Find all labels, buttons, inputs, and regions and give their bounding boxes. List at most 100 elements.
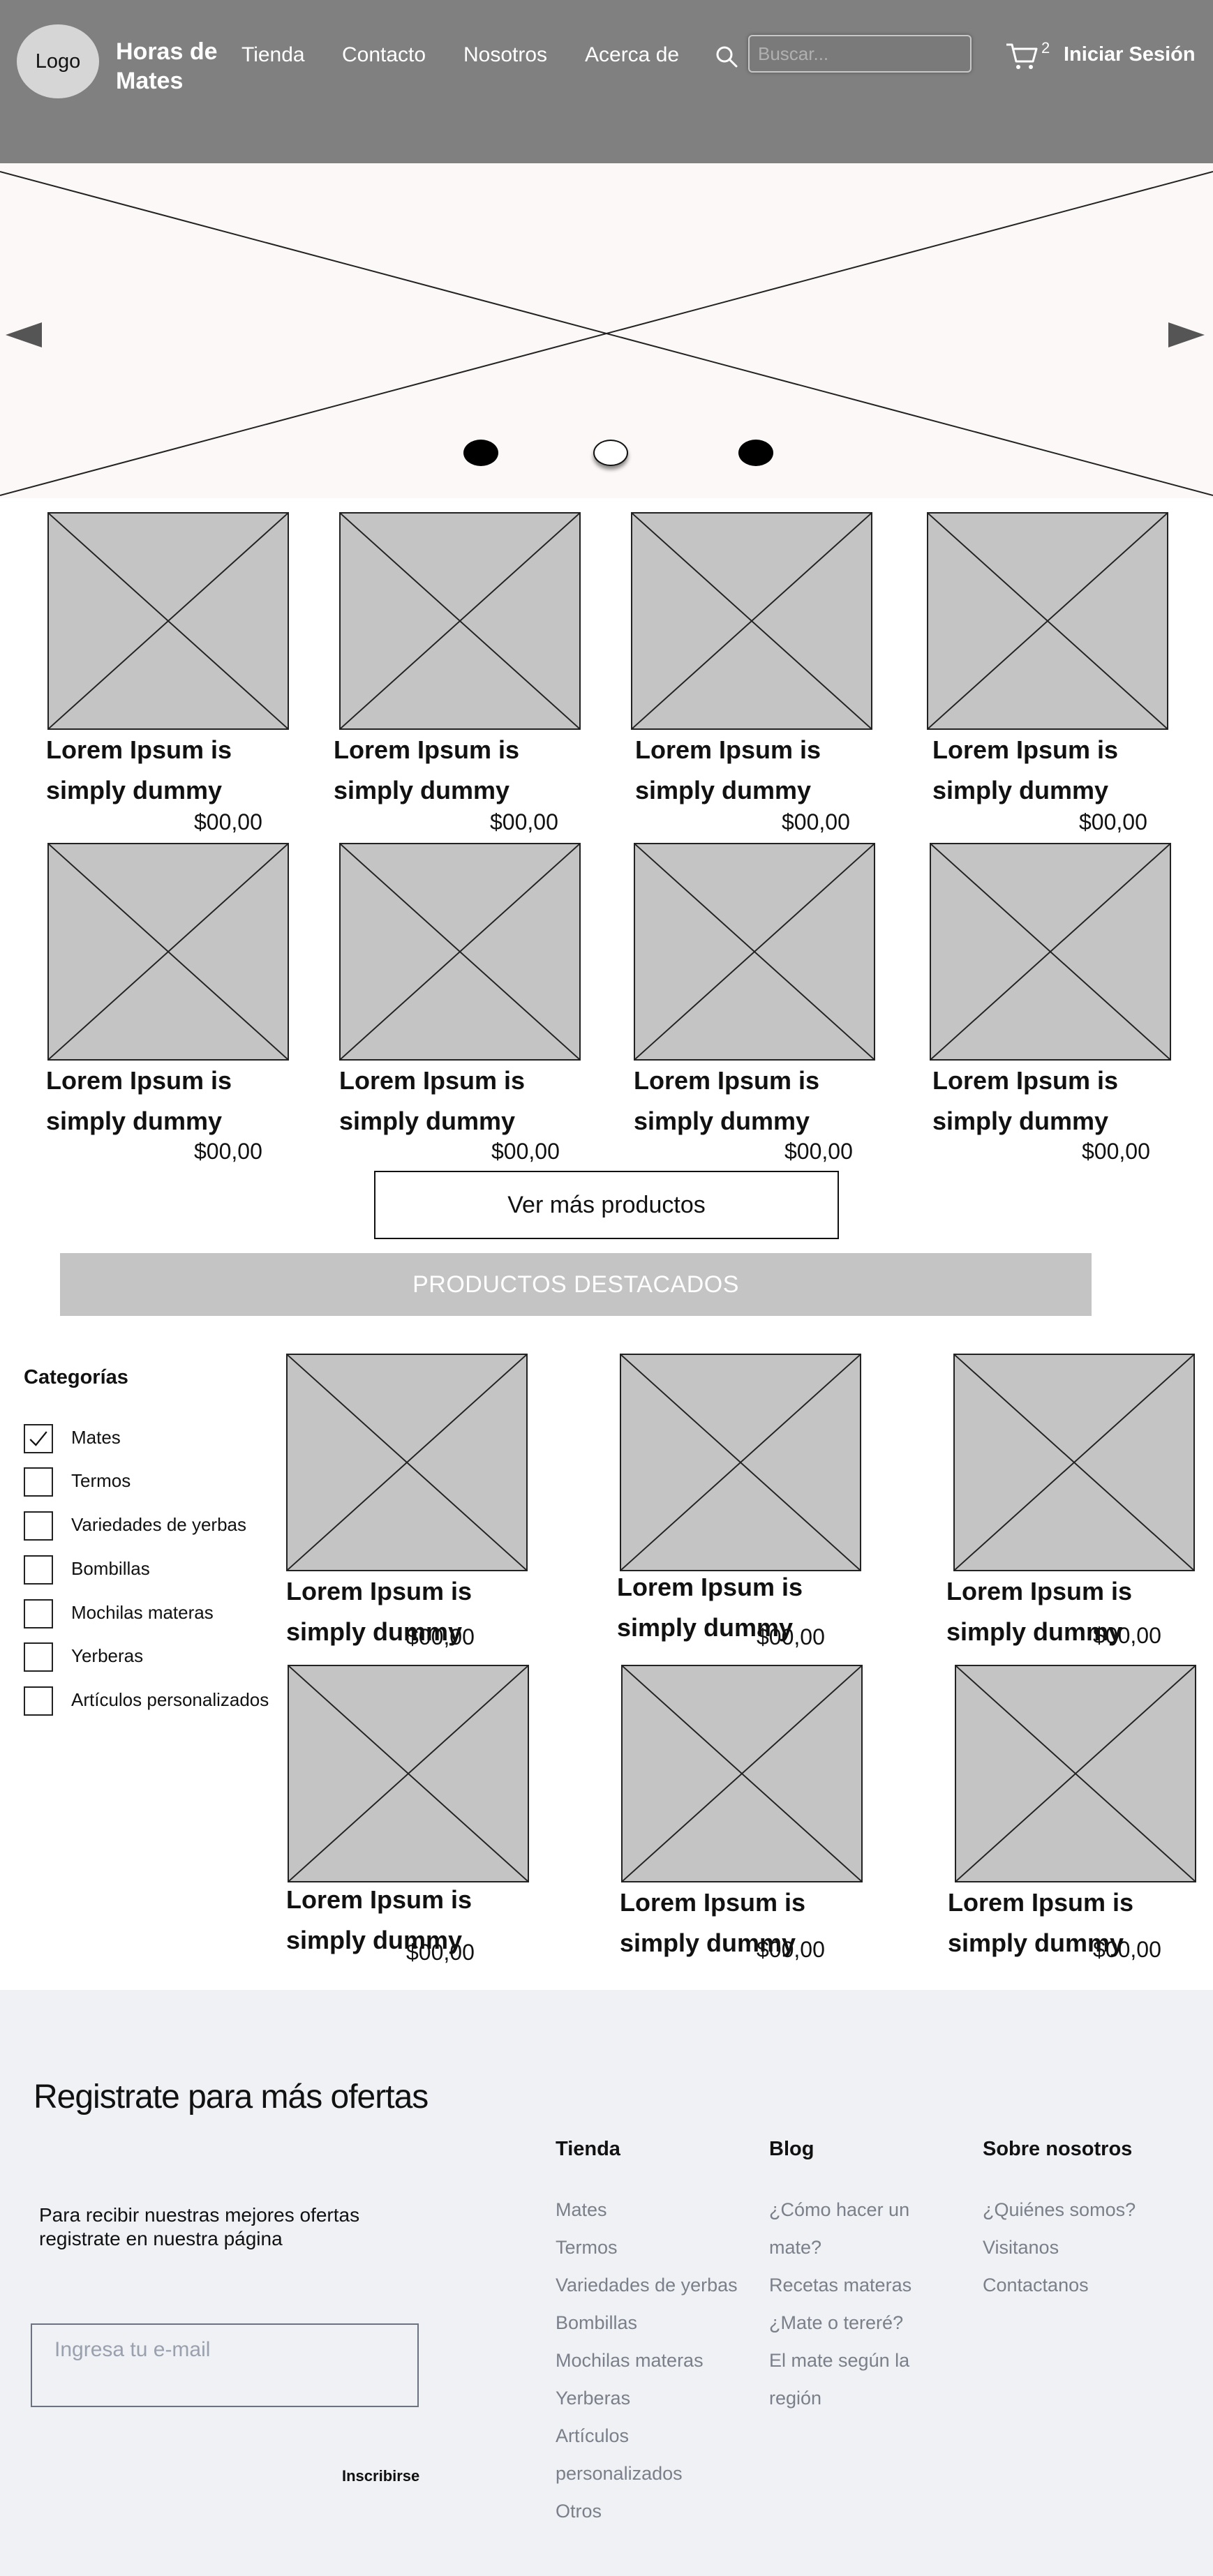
carousel-dot-2-active[interactable] bbox=[593, 440, 628, 466]
featured-product-title[interactable]: Lorem Ipsum is simply dummy bbox=[286, 1577, 472, 1646]
footer-link[interactable]: región bbox=[769, 2388, 822, 2409]
product-title[interactable]: Lorem Ipsum is simply dummy bbox=[634, 1066, 820, 1135]
carousel-next-arrow-icon[interactable] bbox=[1167, 321, 1206, 349]
product-title[interactable]: Lorem Ipsum is simply dummy bbox=[932, 1066, 1119, 1135]
footer-column-title-sobre-nosotros: Sobre nosotros bbox=[983, 2138, 1133, 2160]
footer-link[interactable]: ¿Cómo hacer un bbox=[769, 2199, 910, 2220]
product-title[interactable]: Lorem Ipsum is simply dummy bbox=[635, 735, 821, 804]
featured-product-title[interactable]: Lorem Ipsum is simply dummy bbox=[948, 1888, 1134, 1957]
footer-link[interactable]: ¿Quiénes somos? bbox=[983, 2199, 1136, 2220]
footer-link[interactable]: Yerberas bbox=[556, 2388, 631, 2409]
subscribe-button[interactable]: Inscribirse bbox=[342, 2467, 420, 2485]
featured-product-title[interactable]: Lorem Ipsum is simply dummy bbox=[617, 1573, 803, 1642]
category-checkbox-termos[interactable] bbox=[24, 1467, 53, 1497]
site-footer bbox=[0, 1990, 1213, 2576]
hero-image-placeholder bbox=[0, 171, 1213, 496]
search-input[interactable] bbox=[748, 35, 972, 73]
carousel-dot-3[interactable] bbox=[738, 440, 773, 466]
footer-link[interactable]: personalizados bbox=[556, 2463, 683, 2484]
footer-link[interactable]: Contactanos bbox=[983, 2275, 1089, 2296]
hero-carousel bbox=[0, 163, 1213, 498]
product-price: $00,00 bbox=[490, 809, 558, 834]
category-checkbox-yerbas[interactable] bbox=[24, 1511, 53, 1541]
more-products-button[interactable]: Ver más productos bbox=[374, 1171, 839, 1239]
featured-product-title[interactable]: Lorem Ipsum is simply dummy bbox=[946, 1577, 1133, 1646]
footer-link[interactable]: Variedades de yerbas bbox=[556, 2275, 738, 2296]
category-checkbox-yerberas[interactable] bbox=[24, 1642, 53, 1672]
footer-link[interactable]: Bombillas bbox=[556, 2312, 638, 2333]
footer-link[interactable]: Artículos bbox=[556, 2425, 630, 2446]
category-label[interactable]: Variedades de yerbas bbox=[71, 1514, 247, 1535]
featured-product-image[interactable] bbox=[288, 1665, 529, 1882]
product-image[interactable] bbox=[47, 512, 289, 730]
product-price: $00,00 bbox=[782, 809, 850, 834]
logo[interactable]: Logo bbox=[17, 24, 99, 98]
login-button[interactable]: Iniciar Sesión bbox=[1064, 43, 1196, 66]
category-checkbox-personalizados[interactable] bbox=[24, 1686, 53, 1716]
featured-product-price: $00,00 bbox=[1093, 1623, 1161, 1648]
footer-link[interactable]: Recetas materas bbox=[769, 2275, 912, 2296]
nav-link-tienda[interactable]: Tienda bbox=[241, 43, 305, 66]
featured-product-image[interactable] bbox=[953, 1354, 1195, 1571]
site-header: Logo Horas de Mates Tienda Contacto Noso… bbox=[0, 0, 1213, 163]
product-price: $00,00 bbox=[1082, 1139, 1150, 1164]
nav-link-contacto[interactable]: Contacto bbox=[342, 43, 426, 66]
register-title: Registrate para más ofertas bbox=[34, 2079, 429, 2116]
category-checkbox-mates[interactable] bbox=[24, 1424, 53, 1453]
category-label[interactable]: Mochilas materas bbox=[71, 1602, 214, 1623]
product-image[interactable] bbox=[339, 512, 581, 730]
featured-product-title[interactable]: Lorem Ipsum is simply dummy bbox=[620, 1888, 806, 1957]
search-icon[interactable] bbox=[715, 45, 738, 68]
cart-count-badge: 2 bbox=[1041, 39, 1050, 57]
register-description: Para recibir nuestras mejores ofertas re… bbox=[39, 2204, 360, 2249]
product-image[interactable] bbox=[631, 512, 872, 730]
featured-product-image[interactable] bbox=[620, 1354, 861, 1571]
footer-link[interactable]: Visitanos bbox=[983, 2237, 1059, 2258]
product-price: $00,00 bbox=[784, 1139, 853, 1164]
footer-link[interactable]: Mates bbox=[556, 2199, 607, 2220]
footer-link[interactable]: Mochilas materas bbox=[556, 2350, 704, 2371]
nav-link-acerca-de[interactable]: Acerca de bbox=[585, 43, 680, 66]
featured-products-banner: PRODUCTOS DESTACADOS bbox=[60, 1253, 1092, 1316]
featured-product-price: $00,00 bbox=[757, 1624, 825, 1649]
product-title[interactable]: Lorem Ipsum is simply dummy bbox=[932, 735, 1119, 804]
category-label[interactable]: Mates bbox=[71, 1427, 121, 1448]
product-title[interactable]: Lorem Ipsum is simply dummy bbox=[334, 735, 520, 804]
footer-link[interactable]: mate? bbox=[769, 2237, 822, 2258]
featured-product-price: $00,00 bbox=[406, 1940, 475, 1965]
featured-product-price: $00,00 bbox=[1093, 1937, 1161, 1962]
brand-name[interactable]: Horas de Mates bbox=[116, 38, 218, 94]
product-price: $00,00 bbox=[194, 809, 262, 834]
category-checkbox-bombillas[interactable] bbox=[24, 1555, 53, 1585]
category-label[interactable]: Termos bbox=[71, 1470, 131, 1491]
footer-link[interactable]: El mate según la bbox=[769, 2350, 910, 2371]
featured-product-image[interactable] bbox=[621, 1665, 863, 1882]
product-title[interactable]: Lorem Ipsum is simply dummy bbox=[339, 1066, 526, 1135]
carousel-prev-arrow-icon[interactable] bbox=[4, 321, 43, 349]
product-image[interactable] bbox=[927, 512, 1168, 730]
category-label[interactable]: Artículos personalizados bbox=[71, 1689, 269, 1710]
product-title[interactable]: Lorem Ipsum is simply dummy bbox=[46, 1066, 232, 1135]
product-price: $00,00 bbox=[1079, 809, 1147, 834]
footer-link[interactable]: ¿Mate o tereré? bbox=[769, 2312, 904, 2333]
product-image[interactable] bbox=[634, 843, 875, 1061]
category-label[interactable]: Yerberas bbox=[71, 1645, 144, 1666]
category-checkbox-mochilas[interactable] bbox=[24, 1599, 53, 1628]
product-image[interactable] bbox=[930, 843, 1171, 1061]
footer-link[interactable]: Termos bbox=[556, 2237, 618, 2258]
category-label[interactable]: Bombillas bbox=[71, 1558, 150, 1579]
product-image[interactable] bbox=[339, 843, 581, 1061]
carousel-dot-1[interactable] bbox=[463, 440, 498, 466]
footer-link[interactable]: Otros bbox=[556, 2501, 602, 2522]
footer-column-title-blog: Blog bbox=[769, 2138, 814, 2160]
product-price: $00,00 bbox=[491, 1139, 560, 1164]
featured-product-image[interactable] bbox=[955, 1665, 1196, 1882]
footer-column-title-tienda: Tienda bbox=[556, 2138, 620, 2160]
featured-product-image[interactable] bbox=[286, 1354, 528, 1571]
nav-link-nosotros[interactable]: Nosotros bbox=[463, 43, 548, 66]
product-title[interactable]: Lorem Ipsum is simply dummy bbox=[46, 735, 232, 804]
featured-product-title[interactable]: Lorem Ipsum is simply dummy bbox=[286, 1885, 472, 1954]
product-image[interactable] bbox=[47, 843, 289, 1061]
cart-icon[interactable] bbox=[1005, 40, 1039, 71]
email-field[interactable] bbox=[31, 2323, 419, 2407]
